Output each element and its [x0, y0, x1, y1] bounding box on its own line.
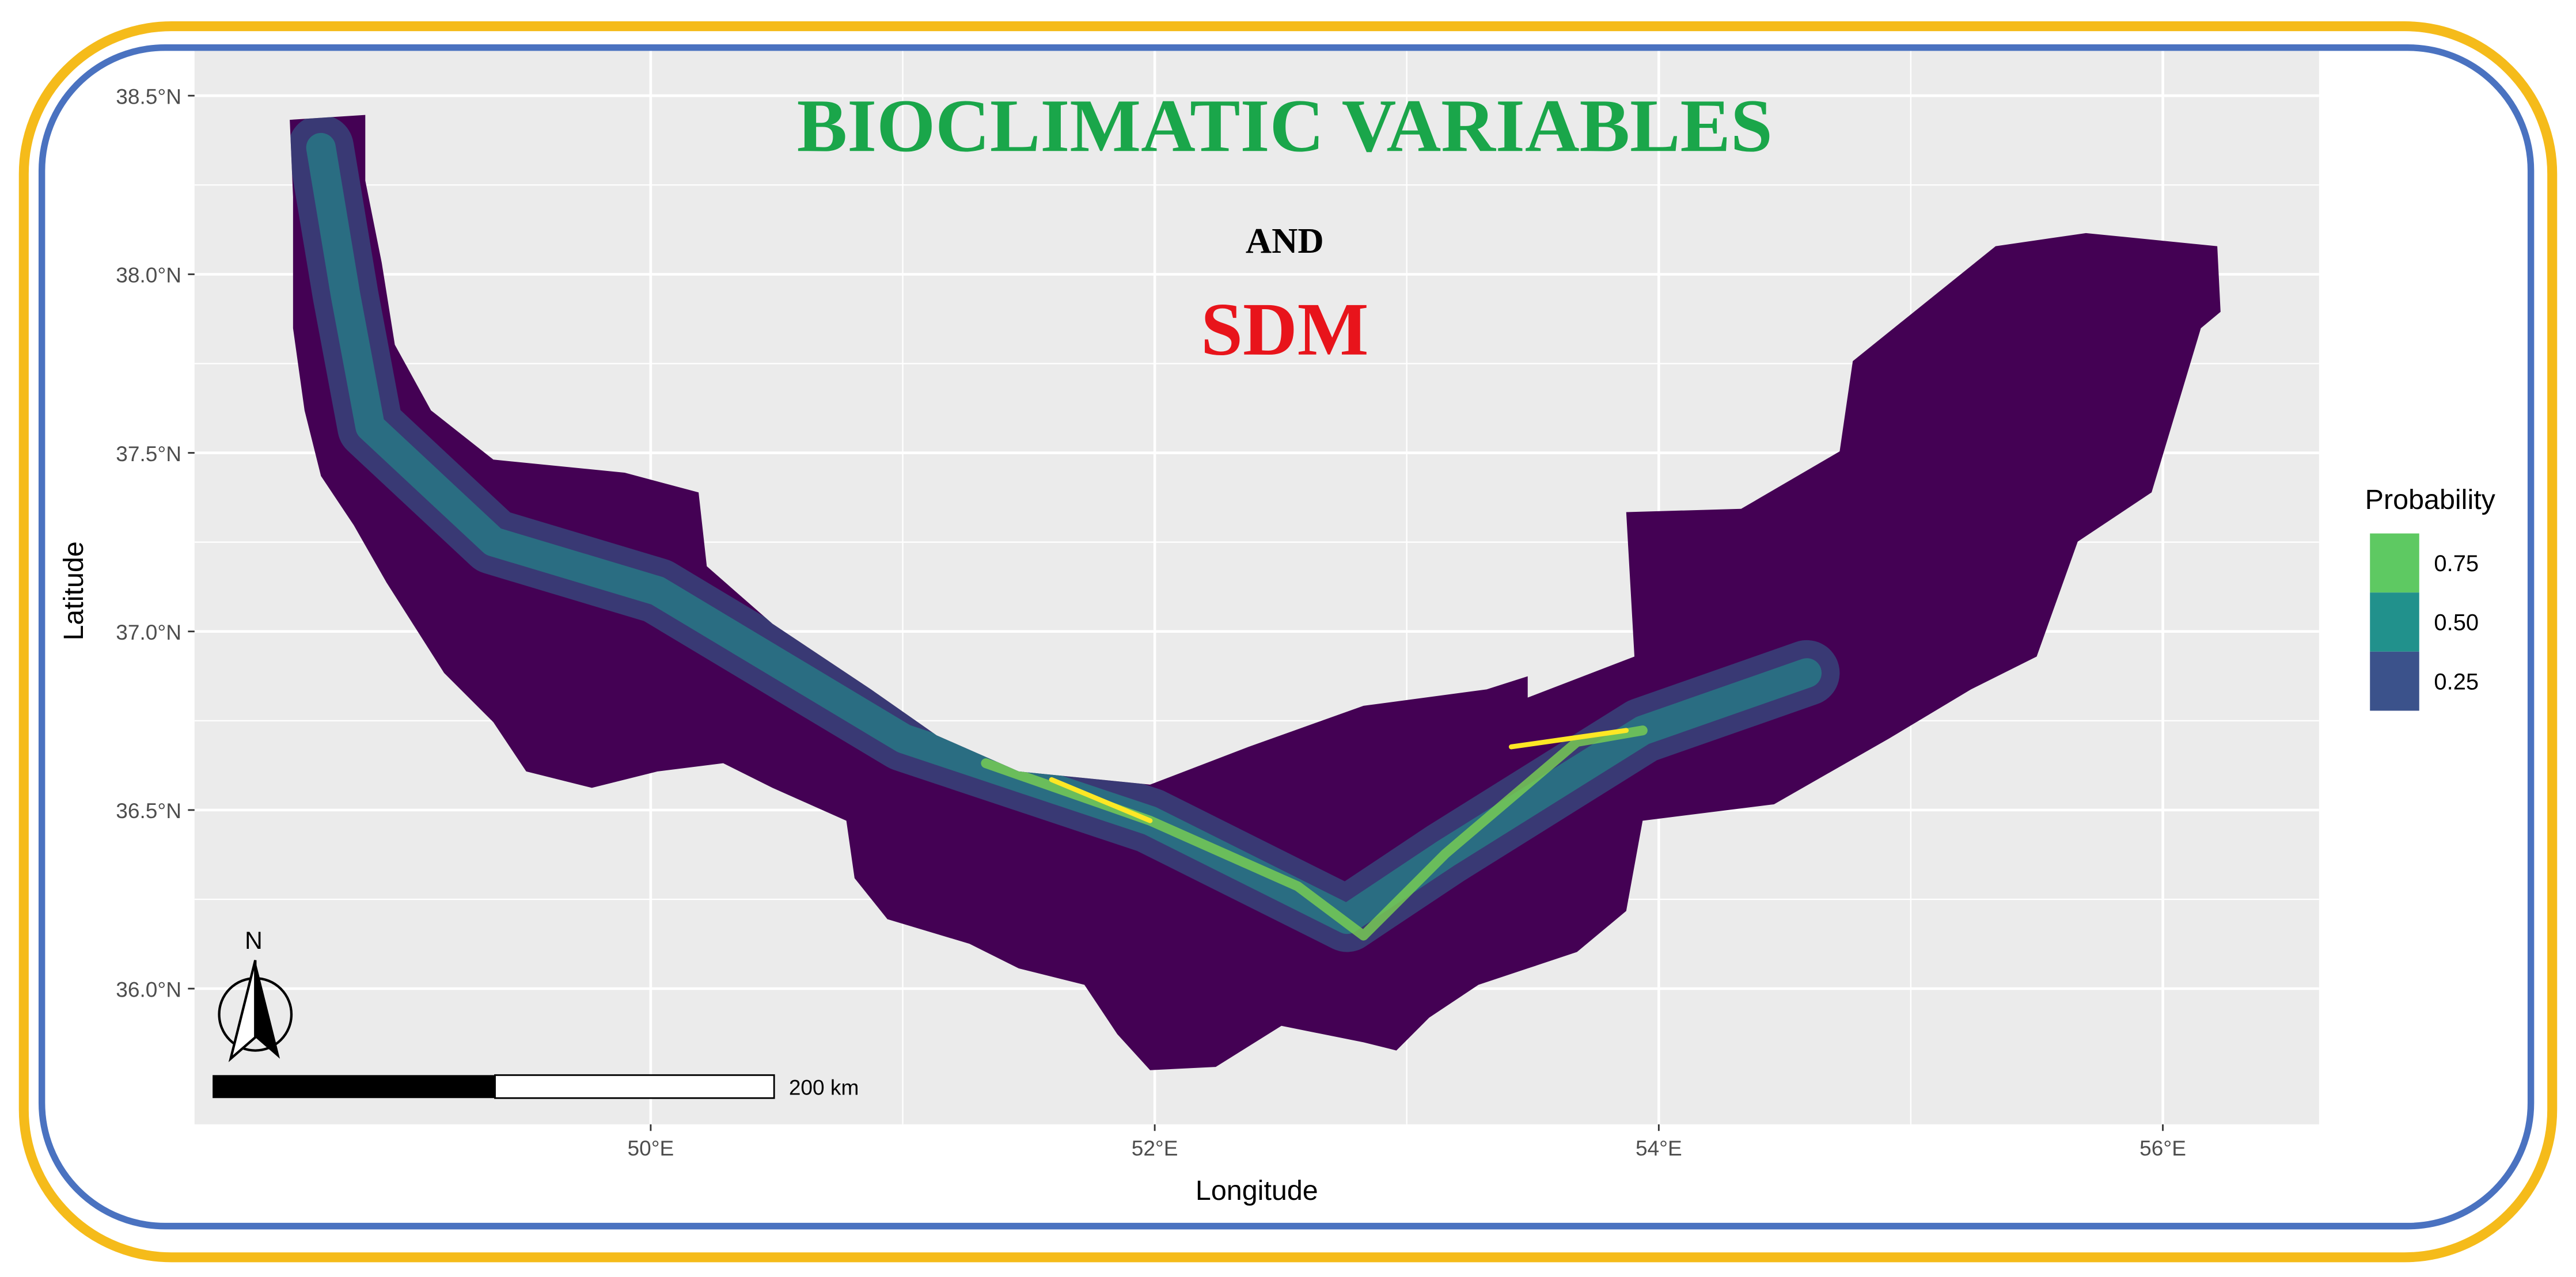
legend-label: 0.75	[2434, 551, 2479, 576]
scale-bar: 200 km	[213, 1074, 859, 1100]
y-tick-label: 36.5°N	[116, 799, 181, 823]
legend-swatch	[2370, 651, 2419, 711]
outer-frame	[18, 21, 2558, 1263]
x-tick-label: 56°E	[2139, 1136, 2186, 1160]
title-line-2: AND	[1246, 221, 1324, 261]
y-tick-label: 37.0°N	[116, 620, 181, 644]
title-line-3: SDM	[1201, 288, 1368, 371]
inner-frame	[38, 44, 2535, 1230]
x-tick-label: 50°E	[628, 1136, 674, 1160]
y-axis-label: Latitude	[58, 541, 89, 640]
legend-title: Probability	[2365, 484, 2496, 515]
y-tick-label: 38.0°N	[116, 263, 181, 287]
title-line-1: BIOCLIMATIC VARIABLES	[797, 84, 1773, 168]
x-tick-label: 54°E	[1636, 1136, 1682, 1160]
x-tick-label: 52°E	[1132, 1136, 1178, 1160]
y-tick-label: 38.5°N	[116, 84, 181, 108]
scale-label: 200 km	[789, 1075, 859, 1100]
north-label: N	[245, 927, 263, 955]
legend-swatch	[2370, 592, 2419, 652]
north-arrow: N	[218, 927, 293, 1062]
x-axis-label: Longitude	[1196, 1175, 1318, 1206]
legend-label: 0.25	[2434, 669, 2479, 694]
legend-swatch	[2370, 533, 2419, 593]
legend: 0.75 0.50 0.25	[2370, 533, 2479, 711]
study-area	[290, 115, 2221, 1070]
y-tick-label: 36.0°N	[116, 977, 181, 1001]
y-tick-label: 37.5°N	[116, 442, 181, 466]
legend-label: 0.50	[2434, 610, 2479, 636]
